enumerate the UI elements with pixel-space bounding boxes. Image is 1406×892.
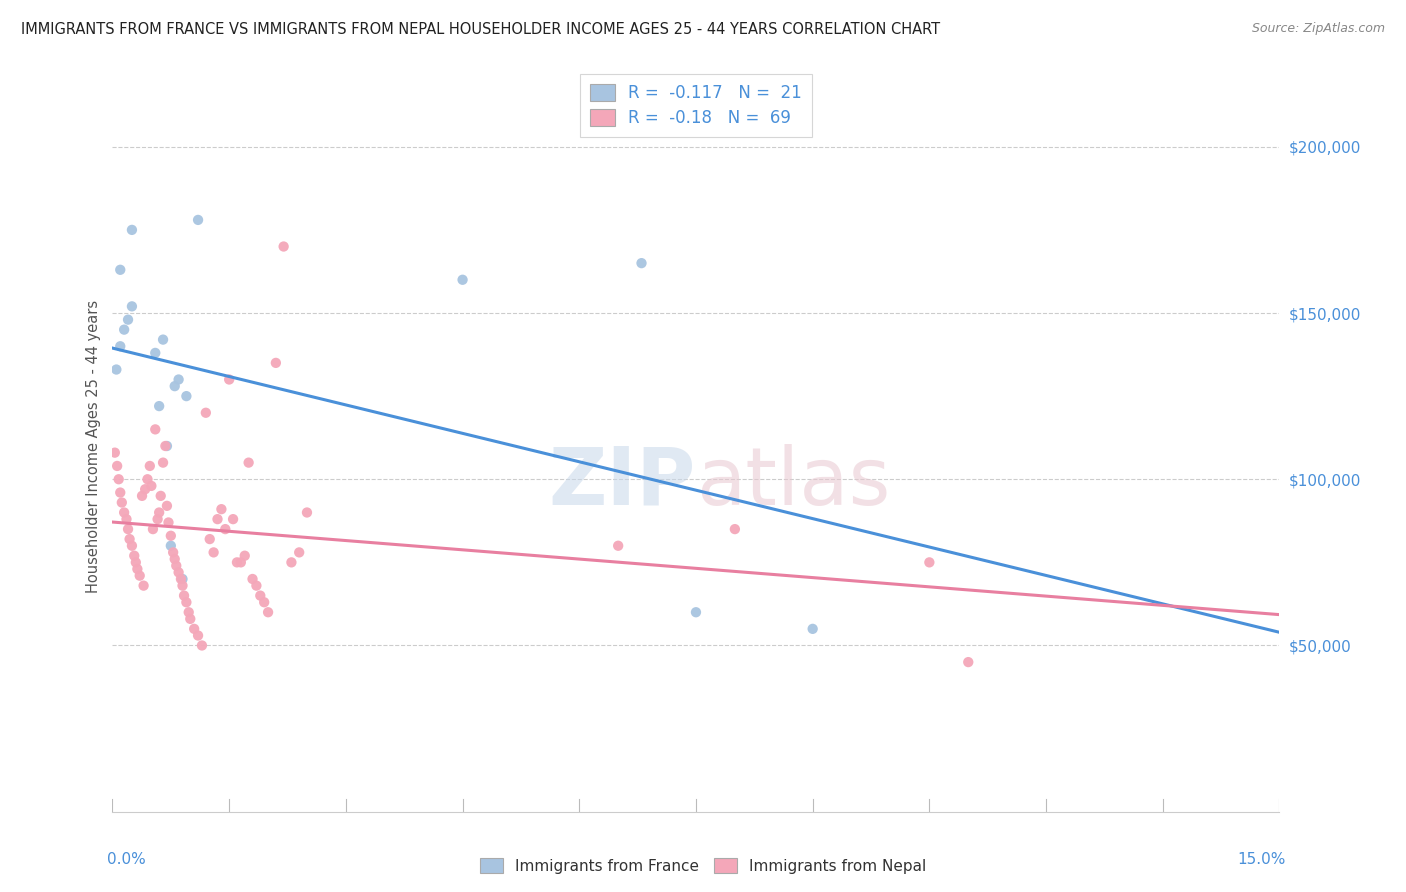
Point (112, 506, 135, 520)
Point (170, 572, 193, 586)
Point (177, 605, 200, 619)
Point (141, 479, 163, 493)
Point (110, 485, 132, 500)
Point (607, 539, 630, 553)
Point (117, 312, 139, 326)
Point (112, 323, 135, 337)
Point (121, 223, 143, 237)
Text: 15.0%: 15.0% (1237, 852, 1285, 867)
Point (226, 555, 249, 569)
Point (209, 502, 232, 516)
Point (202, 545, 225, 559)
Point (288, 545, 311, 559)
Point (115, 512, 138, 526)
Point (139, 458, 162, 473)
Point (207, 512, 229, 526)
Point (167, 372, 190, 386)
Point (191, 639, 214, 653)
Point (105, 458, 128, 473)
Point (172, 579, 194, 593)
Point (179, 612, 201, 626)
Point (152, 333, 174, 347)
Point (172, 572, 194, 586)
Point (167, 566, 190, 580)
Point (218, 372, 240, 386)
Point (801, 622, 824, 636)
Point (957, 655, 980, 669)
Point (253, 595, 276, 609)
Point (249, 589, 271, 603)
Point (238, 456, 260, 470)
Point (152, 456, 174, 470)
Point (128, 568, 150, 582)
Point (122, 549, 145, 563)
Point (176, 595, 198, 609)
Point (156, 499, 179, 513)
Point (121, 299, 143, 313)
Point (143, 346, 166, 360)
Point (110, 339, 132, 353)
Point (132, 579, 155, 593)
Point (117, 522, 139, 536)
Text: Source: ZipAtlas.com: Source: ZipAtlas.com (1251, 22, 1385, 36)
Point (136, 472, 159, 486)
Point (148, 399, 170, 413)
Point (685, 605, 707, 619)
Text: atlas: atlas (696, 443, 890, 522)
Legend: R =  -0.117   N =  21, R =  -0.18   N =  69: R = -0.117 N = 21, R = -0.18 N = 69 (579, 74, 813, 137)
Legend: Immigrants from France, Immigrants from Nepal: Immigrants from France, Immigrants from … (474, 852, 932, 880)
Point (165, 558, 187, 573)
Point (163, 379, 186, 393)
Point (149, 489, 172, 503)
Point (143, 422, 166, 436)
Point (233, 549, 256, 563)
Point (183, 622, 205, 636)
Point (222, 512, 245, 526)
Point (118, 532, 141, 546)
Point (155, 439, 177, 453)
Point (724, 522, 747, 536)
Point (273, 239, 295, 253)
Point (264, 356, 287, 370)
Point (163, 552, 186, 566)
Point (107, 472, 129, 486)
Point (280, 555, 302, 569)
Point (198, 532, 221, 546)
Point (142, 522, 165, 536)
Y-axis label: Householder Income Ages 25 - 44 years: Householder Income Ages 25 - 44 years (86, 300, 101, 592)
Point (121, 539, 143, 553)
Point (125, 555, 148, 569)
Point (257, 605, 280, 619)
Point (630, 256, 652, 270)
Point (148, 506, 170, 520)
Text: ZIP: ZIP (548, 443, 696, 522)
Point (111, 495, 134, 509)
Point (146, 512, 169, 526)
Point (131, 489, 153, 503)
Point (214, 522, 236, 536)
Point (229, 555, 252, 569)
Point (160, 529, 183, 543)
Point (156, 439, 179, 453)
Point (187, 213, 209, 227)
Text: IMMIGRANTS FROM FRANCE VS IMMIGRANTS FROM NEPAL HOUSEHOLDER INCOME AGES 25 - 44 : IMMIGRANTS FROM FRANCE VS IMMIGRANTS FRO… (21, 22, 941, 37)
Point (295, 506, 318, 520)
Point (187, 628, 209, 642)
Point (194, 406, 217, 420)
Point (162, 545, 184, 559)
Point (451, 273, 474, 287)
Point (157, 516, 180, 530)
Point (160, 539, 183, 553)
Point (918, 555, 941, 569)
Text: 0.0%: 0.0% (107, 852, 145, 867)
Point (242, 572, 264, 586)
Point (176, 389, 198, 403)
Point (104, 445, 127, 459)
Point (110, 262, 132, 277)
Point (134, 482, 156, 496)
Point (105, 362, 128, 376)
Point (173, 589, 195, 603)
Point (127, 562, 149, 576)
Point (245, 579, 267, 593)
